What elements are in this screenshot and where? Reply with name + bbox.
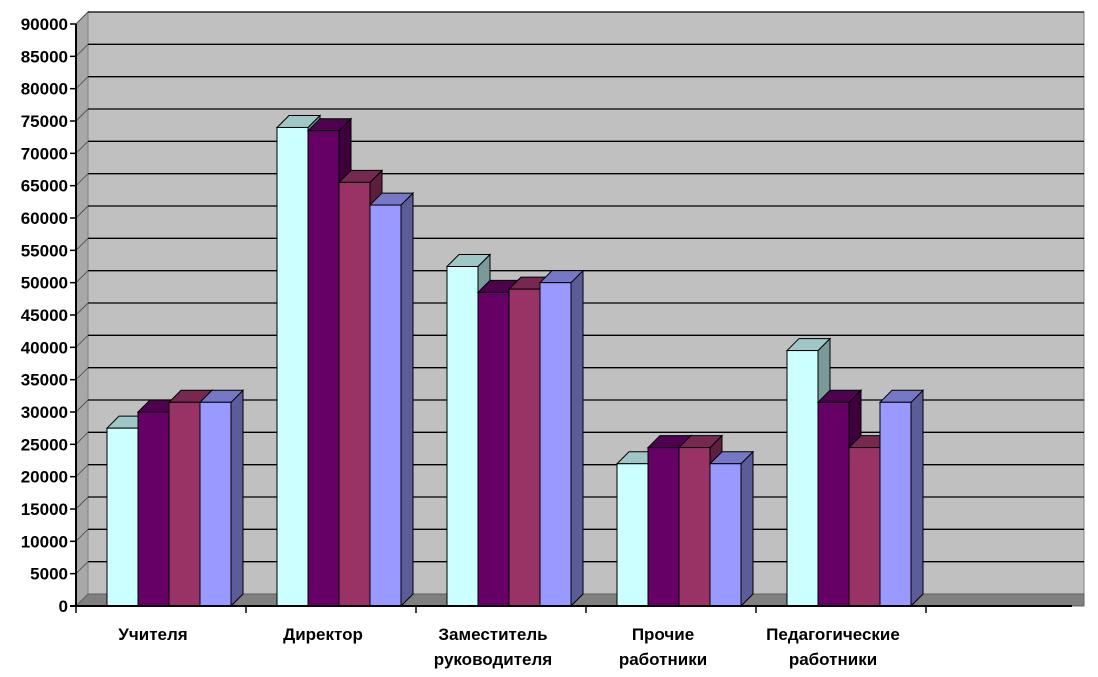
y-tick-label: 65000 <box>21 177 68 196</box>
gridline-side <box>75 237 89 251</box>
bar <box>338 181 371 607</box>
y-tick-label: 85000 <box>21 47 68 66</box>
y-tick-label: 60000 <box>21 209 68 228</box>
y-tick-label: 10000 <box>21 532 68 551</box>
bar <box>508 288 541 607</box>
bar <box>106 427 139 607</box>
gridline-side <box>75 173 89 187</box>
bar <box>647 447 680 607</box>
x-tick-label: Директор <box>283 625 363 644</box>
bar-side <box>910 389 924 608</box>
gridline-side <box>75 561 89 575</box>
gridline-side <box>75 302 89 316</box>
gridline-side <box>75 43 89 57</box>
gridline-side <box>75 108 89 122</box>
bar <box>539 282 572 607</box>
bar <box>848 447 881 607</box>
gridline-side <box>75 528 89 542</box>
gridline-side <box>75 11 89 25</box>
x-tick-label-line: работники <box>789 650 877 669</box>
gridline-side <box>75 76 89 90</box>
y-tick-label: 90000 <box>21 15 68 34</box>
x-tick-label-line: Педагогические <box>766 625 900 644</box>
bar <box>786 350 819 607</box>
x-tick-label: Педагогические работники <box>766 625 900 669</box>
bar <box>199 401 232 607</box>
x-tick-label-line: руководителя <box>434 650 552 669</box>
x-tick-label-line: работники <box>619 650 707 669</box>
gridline-side <box>75 205 89 219</box>
y-tick-label: 75000 <box>21 112 68 131</box>
bar-side <box>230 389 244 608</box>
bar <box>137 411 170 607</box>
x-tick-label: Заместитель руководителя <box>434 625 552 669</box>
x-tick-label-line: Прочие <box>632 625 694 644</box>
y-tick-label: 25000 <box>21 435 68 454</box>
gridline-side <box>75 270 89 284</box>
y-tick-label: 30000 <box>21 403 68 422</box>
y-tick-label: 0 <box>59 597 68 616</box>
bar <box>616 463 649 607</box>
x-tick-label: Прочие работники <box>619 625 707 669</box>
bar <box>168 401 201 607</box>
gridline-side <box>75 496 89 510</box>
bars <box>105 114 925 608</box>
bar-side <box>570 269 584 608</box>
x-tick-label-line: Заместитель <box>438 625 547 644</box>
gridline-side <box>75 140 89 154</box>
y-tick-label: 20000 <box>21 468 68 487</box>
gridline-side <box>75 367 89 381</box>
gridline-side <box>75 399 89 413</box>
y-tick-label: 80000 <box>21 80 68 99</box>
bar <box>477 291 510 607</box>
y-tick-label: 55000 <box>21 241 68 260</box>
gridline-side <box>75 431 89 445</box>
axes: 0 5000 10000 15000 20000 25000 30000 35000 40000… <box>21 15 1072 669</box>
gridline-side <box>75 464 89 478</box>
y-tick-label: 50000 <box>21 274 68 293</box>
bar <box>678 447 711 607</box>
y-tick-label: 70000 <box>21 144 68 163</box>
x-tick-label-line: Директор <box>283 625 363 644</box>
bar <box>879 401 912 607</box>
gridline-side <box>75 334 89 348</box>
bar <box>276 126 309 607</box>
x-tick-label: Учителя <box>118 625 187 644</box>
bar <box>817 401 850 607</box>
bar <box>369 204 402 607</box>
y-tick-label: 15000 <box>21 500 68 519</box>
bar-side <box>400 191 414 608</box>
bar <box>446 266 479 607</box>
bar <box>307 130 340 607</box>
y-tick-label: 35000 <box>21 371 68 390</box>
bar-side <box>740 450 754 608</box>
y-tick-label: 40000 <box>21 338 68 357</box>
y-tick-label: 5000 <box>30 565 68 584</box>
x-tick-label-line: Учителя <box>118 625 187 644</box>
y-tick-label: 45000 <box>21 306 68 325</box>
bar <box>709 463 742 607</box>
